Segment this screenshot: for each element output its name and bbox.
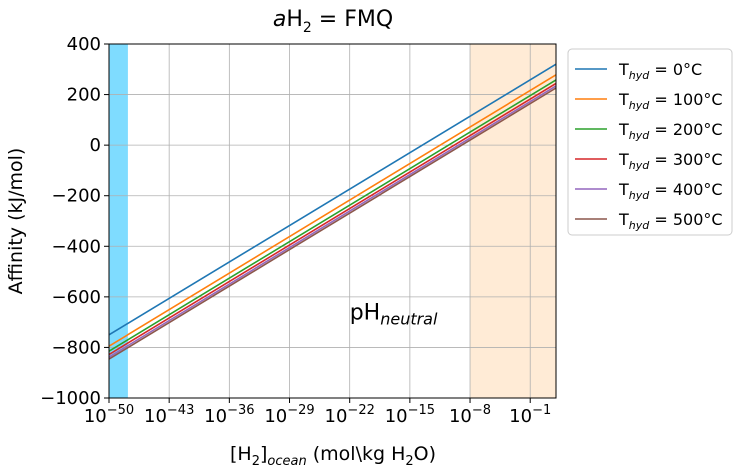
x-tick-label-7: 10−1 [509,403,551,427]
shaded-regions [109,44,556,398]
x-tick-label-0: 10−50 [84,403,134,427]
y-tick-label-0: 400 [67,34,101,55]
y-tick-label-1: 200 [67,85,101,106]
y-axis-ticks: 400 200 0 −200 −400 −600 −800 −1000 [40,34,109,409]
series-line-3 [108,82,557,356]
x-tick-label-1: 10−43 [144,403,194,427]
legend-label-5: Thyd = 500°C [618,210,723,232]
shaded-region-0 [109,44,128,398]
ph-neutral-annotation: pHneutral [350,301,438,329]
legend-label-3: Thyd = 300°C [618,150,723,172]
legend-label-0: Thyd = 0°C [618,60,702,82]
series-line-0 [108,63,557,336]
y-tick-label-2: 0 [90,135,101,156]
y-tick-label-5: −600 [52,287,101,308]
legend-label-4: Thyd = 400°C [618,180,723,202]
y-tick-label-3: −200 [52,186,101,207]
series-line-1 [108,74,557,347]
y-tick-label-6: −800 [52,337,101,358]
chart-title: aH2 = FMQ [273,7,393,36]
x-tick-label-3: 10−29 [264,403,314,427]
shaded-region-1 [470,44,556,398]
x-tick-label-2: 10−36 [204,403,254,427]
y-tick-label-4: −400 [52,236,101,257]
x-axis-label: [H2]ocean (mol\kg H2O) [230,443,436,469]
series-lines [108,63,557,360]
legend-label-1: Thyd = 100°C [618,90,723,112]
series-line-5 [108,87,557,360]
legend: Thyd = 0°C Thyd = 100°C Thyd = 200°C Thyd =… [567,48,733,236]
legend-label-2: Thyd = 200°C [618,120,723,142]
legend-box [567,48,733,236]
series-line-2 [108,79,557,352]
x-tick-label-5: 10−15 [385,403,435,427]
x-tick-label-6: 10−8 [449,403,491,427]
x-axis-ticks: 10−50 10−43 10−36 10−29 10−22 10−15 10−8 10−1 [84,398,551,427]
y-tick-label-7: −1000 [40,388,101,409]
x-tick-label-4: 10−22 [325,403,375,427]
y-axis-label: Affinity (kJ/mol) [5,148,27,295]
series-line-4 [108,85,557,358]
plot-frame [108,43,557,399]
